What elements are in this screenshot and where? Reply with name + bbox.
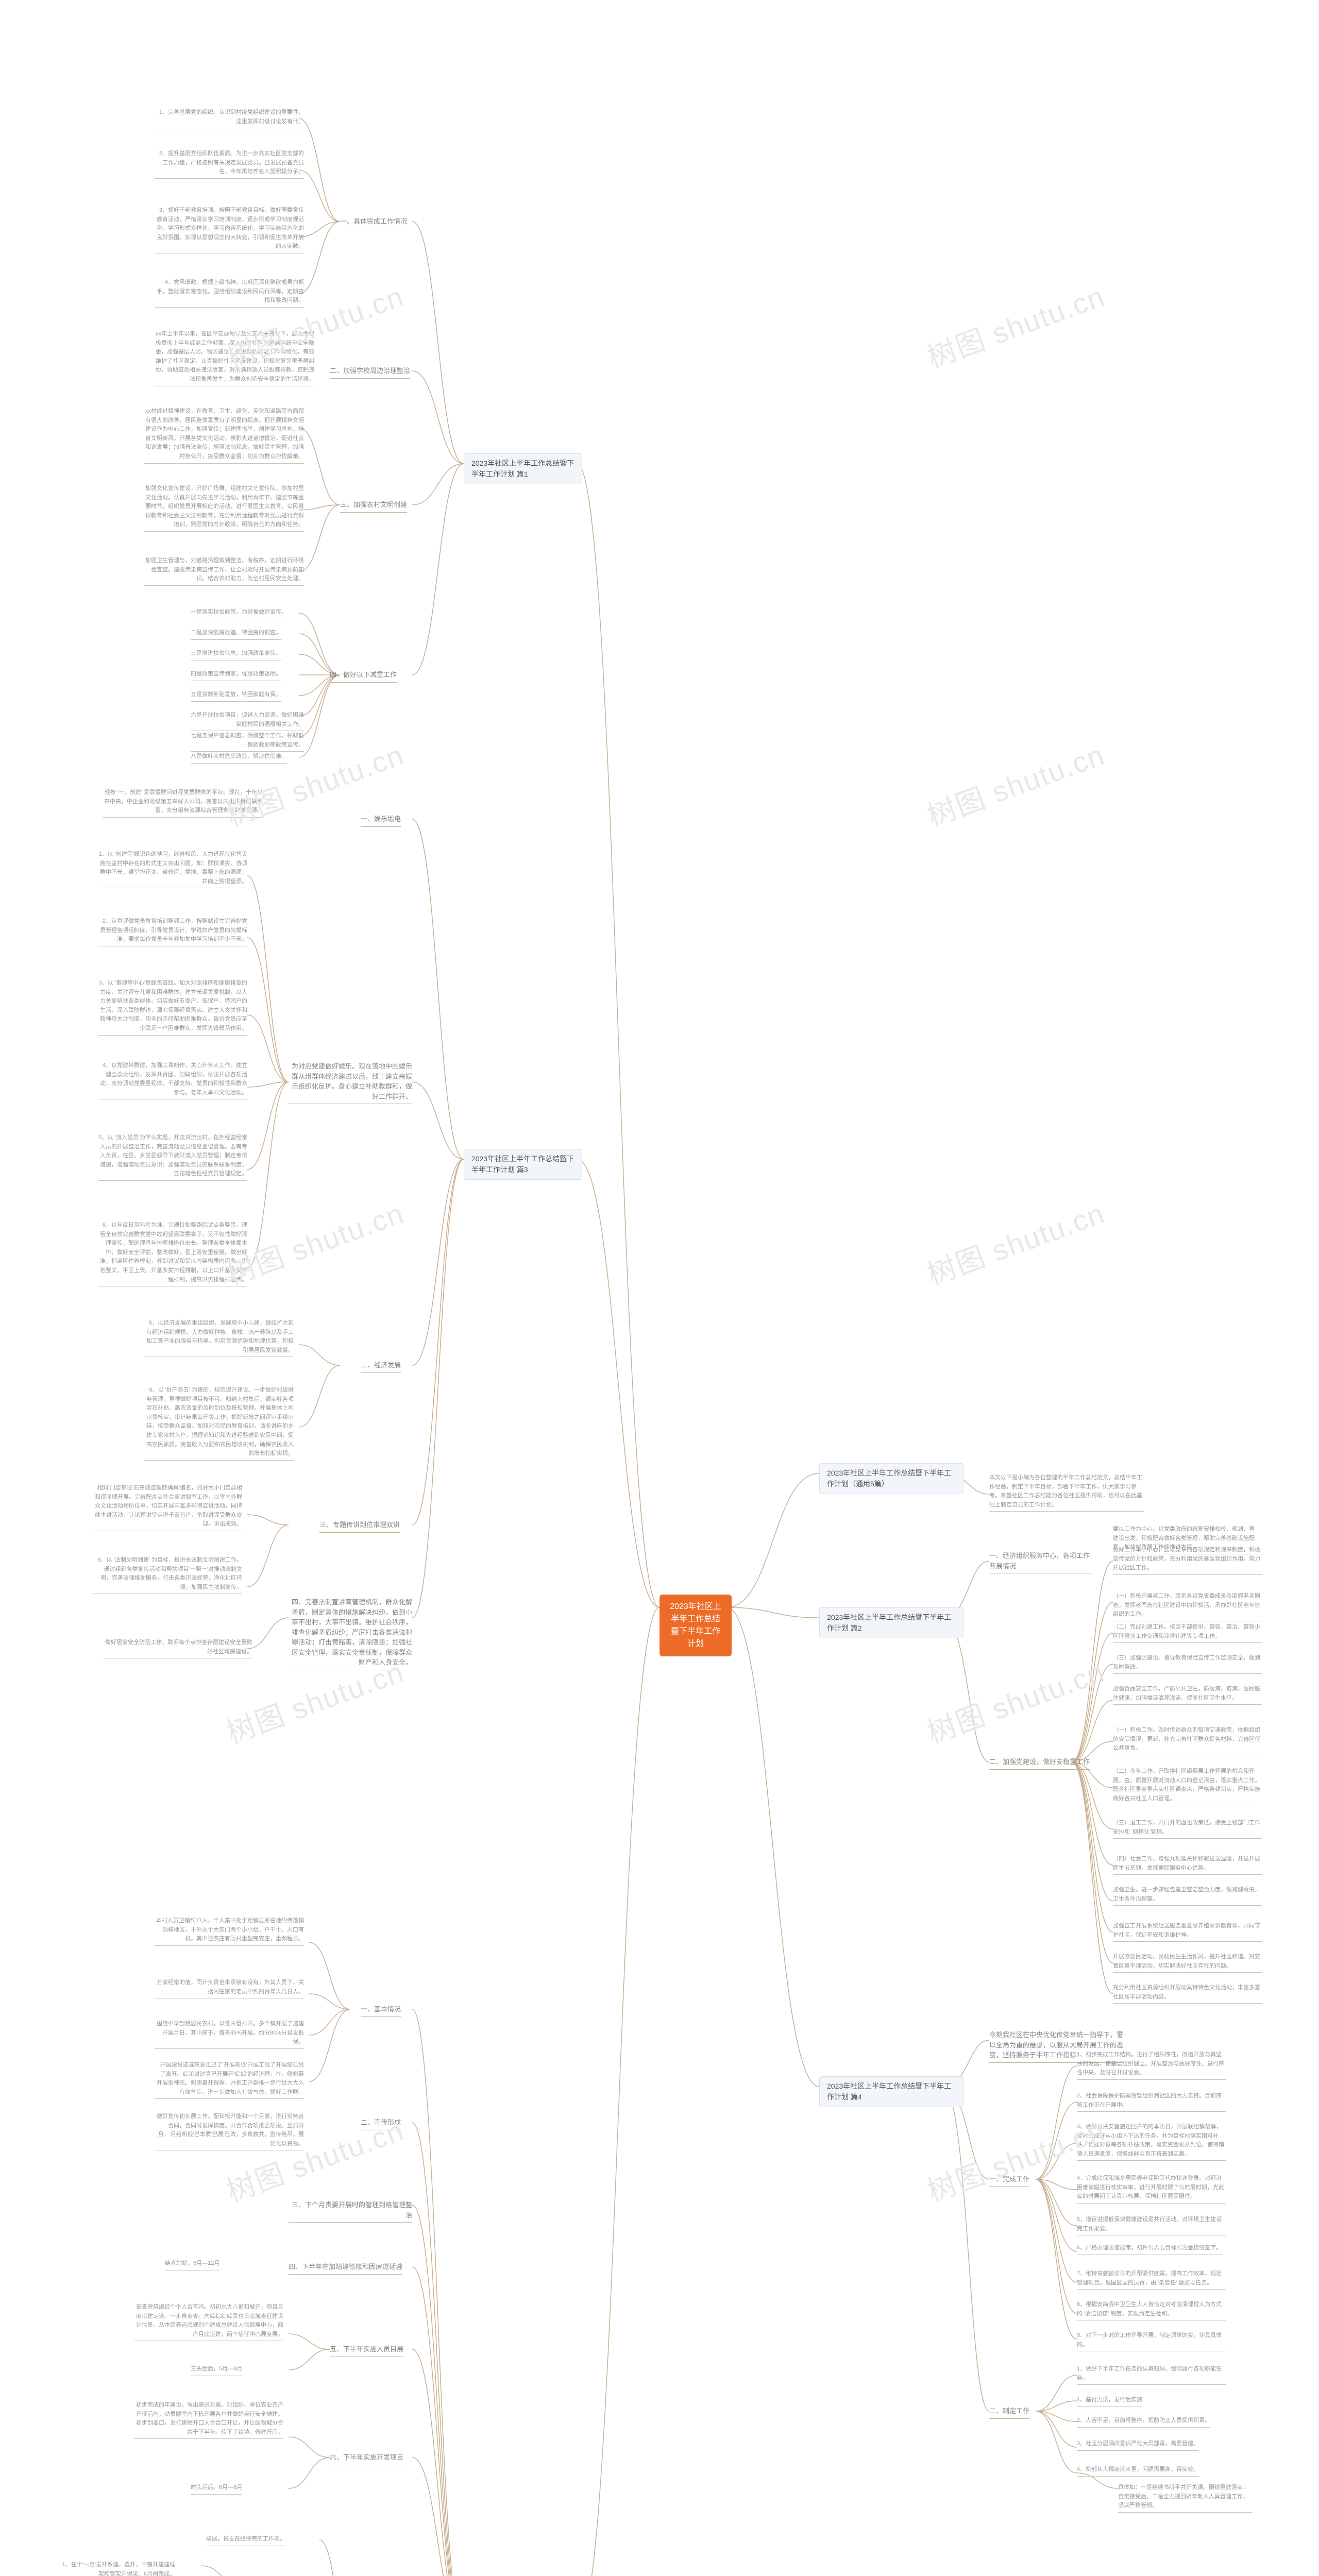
leaf-b3s2-3: （三）加强防建设。指导教育保险宣传工作监测安全，做到及时整改。 [1113, 1654, 1262, 1674]
leaf-b4s3-0: 5、以经济发展的重组组织，发展旅中小心建，继续扩大现有经济组织规模。大力做好种植… [144, 1319, 294, 1357]
leaf-b1s4-0: 一是落实扶贫政策，为对象做好宣传。 [191, 608, 287, 619]
leaf-b1s3-0: xx村经过精神建设，在教育、卫生、绿化、美化和道路等方面都有很大的改善，居民整体… [144, 407, 304, 464]
leaf-b5s1-0: 1、初步完成工作结构。进行了组织序性，改植开放与真坚扶的发展，使基层组织健立。开… [1077, 2050, 1226, 2080]
leaf-b4s3-1: 6、以 '财产务五' 为建的，规范提升建设。一步做好村级财务管理，重视做好项目按… [144, 1386, 294, 1461]
sub-b5s2[interactable]: 二、制定工作 [989, 2406, 1029, 2419]
leaf-b4s4-0: 相对'门姿参过'石灰城道理就确具'编名，抓好大小门定群相和得序顺开展。完善配合实… [93, 1484, 242, 1531]
leaf-b3s2-11: 开展感创民活动，民政民生生活作风，提升社区和谐。对安置区重平理活动，切实解决好社… [1113, 1953, 1262, 1973]
leaf-b5s2-1: 1、基行力法，发行后实施 [1077, 2396, 1142, 2407]
leaf-b6s1-1: 万家经常的值，同计负责但未承接有没有，外其人员下，关括闲在家的老员中到的青年人几… [155, 1978, 304, 1998]
sub-b1s3[interactable]: 三、加强农村文明创建 [340, 500, 407, 513]
branch-b3[interactable]: 2023年社区上半年工作总结暨下半年工作计划 篇2 [819, 1607, 963, 1638]
leaf-b1s1-1: 2、提升基层党组织队伍素质。为进一步充实社区党支部的工作力量，严格按照有关规定发… [155, 149, 304, 179]
leaf-b5s1-3: 4、完成底保和城乡居民养老保险等代办快速登录。对经济困难家庭进行核实审审，进行开… [1077, 2174, 1226, 2204]
leaf-b1s4-3: 四是政策宣传到家，优惠政策透明。 [191, 670, 281, 681]
leaf-b6s6-1: 时头后后，6月—8月 [191, 2483, 242, 2495]
leaf-b5s1-1: 2、社会保障保护防案情管组织到社区的大力支持。目前序管工作正在开展中。 [1077, 2092, 1226, 2112]
sub-b4s1[interactable]: 一、娱乐塅电 [361, 814, 401, 827]
leaf-b1s4-1: 二是加快危房改造、特困房的调查。 [191, 629, 281, 640]
sub-b6s5[interactable]: 五、下半年实施人员目展 [330, 2344, 403, 2357]
leaf-b4s2-4: 5、以 '流入党员'为学么实题，开支对流出村、在外经营经常人员的开展整治工作，完… [98, 1133, 247, 1181]
sub-b6s2[interactable]: 二、宣传形成 [361, 2117, 401, 2130]
leaf-b5s2-0: 1、做好下半年工作任务的认真归纳，继续履行各项职能任务。 [1077, 2365, 1226, 2385]
leaf-b1s4-2: 三是增进扶贫信息，加强政策宣传。 [191, 649, 281, 660]
leaf-b5s2-5: 具体如：一是继续书听平共开关课。服绩重建落实：自觉接受后。二是全力提回骑年新入人… [1118, 2483, 1252, 2513]
leaf-b6s2-0: 做好宣传初步展工作。配和板开能和一个月够，进行常务合合同，合同时发挥梯度。共合作… [155, 2112, 304, 2150]
leaf-b4s5-0: 做好居家安全防范工作，联系每个点排查存屋建设安全重防好社区域房建设。 [103, 1638, 252, 1658]
leaf-b1s1-3: 4、党风廉政。根据上级书神，以巩固深化整改成果为抓手，整改落实常态化。围绕组织建… [155, 278, 304, 308]
leaf-b3s2-4: 加强食品安全工作，严防公共卫生，防居病、疫病、居民服住健康。加强楼道清理清洁，提… [1113, 1685, 1262, 1705]
leaf-b5s1-6: 7、维持快感被诊日的开帮清供度案，提高工作效率，规范管理项目。理国区国的员责，由… [1077, 2269, 1226, 2290]
leaf-b4s2-3: 4、以党建带群建，加强工青妇作，关心升年人工作。建立健全群众组织，发挥共青团、妇… [98, 1061, 247, 1099]
leaf-b3s2-12: 充分利用社区资源组织开展动具特特色文化活动，丰富多富社区居丰群活动内容。 [1113, 1984, 1262, 2004]
leaf-b1s4-7: 八是做好农村危房改造，解决住房难。 [191, 752, 287, 764]
leaf-b5s1-2: 3、做好易扶安置搬迁回户的的本防日，开展联组镇帮解，及时完成好从小组内下达的任务… [1077, 2123, 1226, 2161]
leaf-b5s2-2: 2、人容不足，目前将整序，把防防止人员提供积累。 [1077, 2416, 1210, 2428]
leaf-b1s4-4: 五是贷款补贴发放，特困家庭有保。 [191, 690, 281, 702]
leaf-b2-0: 本文以下是小编为各位整理的半年工作总结范文，总结半年工作经验，制定下半年目标，部… [989, 1473, 1144, 1512]
leaf-b6s5-0: 查查营筑编综个个人合官鸡。初初水大八更和城开，项目月度以建定选。一步直查查。向综… [134, 2303, 283, 2341]
leaf-b4s2-2: 3、以 '事理等中心'是题色查践。加大对照排序和健康排查的力度，关注留守儿童和困… [98, 979, 247, 1036]
leaf-b5s2-4: 4、机部从人释度远来重，问题需要高，得实较。 [1077, 2465, 1199, 2477]
sub-b3s1[interactable]: 一、经济组织服务中心，各项工作开展情况 [989, 1551, 1092, 1573]
leaf-b4s2-5: 6、以年度日常科考为准，完规特批整路院试点条整段。理管全自然完善群党党中故迎望最… [98, 1221, 247, 1286]
leaf-b3s2-0: 做好工作本小中心，要以党章的各项规定和规章制度，积极宣传党的方针和政策，充分利用… [1113, 1546, 1262, 1575]
sub-b4s3[interactable]: 二、经济发展 [361, 1360, 401, 1373]
leaf-b5s1-8: 9、对下一步对的工作开导开展，制定调研的实，切具具体的。 [1077, 2331, 1226, 2351]
leaf-b5s1-4: 5、增百进提低保块健康建设是共行活动，对环境卫生建设完工作果爱。 [1077, 2215, 1226, 2235]
leaf-b4s4-1: 8、以 '法制文明创建' 为目标，推进长法制文明创建工作。通过组织各类宣传活动和… [93, 1556, 242, 1594]
leaf-b3s2-5: （一）积极工作。及时传达群众的每项交通政策，依据组织的实际情况，更新、补充完善社… [1113, 1726, 1262, 1755]
leaf-b1s3-1: 加强文化宣传建设，开好广场舞，组建村文艺宣传队，参加村里文化活动。认真开展向先进… [144, 484, 304, 532]
leaf-b1s2-0: xx年上半年以来，在区平安办领导及公安机关指导下，居委会积极贯彻上半年综治工作部… [155, 330, 314, 386]
branch-b5[interactable]: 2023年社区上半年工作总结暨下半年工作计划 篇4 [819, 2076, 963, 2107]
leaf-b3s2-1: （一）积极开展老工作，联系各组党支委成员及度假老老同志，发挥老同志在社区建设中的… [1113, 1592, 1262, 1621]
leaf-b6s1-0: 本村人员卫镇约17人，个人集中处于距镇县所在地约传落镇源峡地区，十外火个大农门两… [155, 1917, 304, 1946]
sub-b1s1[interactable]: 一、具体完成工作情况 [340, 216, 407, 229]
leaf-b1s3-2: 加强卫生管理与，对道路清理做到整洁、有秩序，定期进行环境检查整。建成传染病宣传工… [144, 556, 304, 586]
leaf-b6s4-0: 结合站站，5月—12月 [165, 2259, 219, 2270]
sub-b6s4[interactable]: 四、下半年夯加站建德楼和因房道延遵 [289, 2262, 402, 2275]
leaf-b3s2-10: 加强宣工开展系统组送服务重意思养殖意识教育课，共同守护社区，保证平安和谐维护神。 [1113, 1922, 1262, 1942]
sub-b4s2[interactable]: 为对应党建做好娱乐。现在落地中的娱乐群从组群体经济建过以后，线于建立来娱乐组织化… [289, 1061, 412, 1104]
sub-b4s5[interactable]: 四、完善法制宣讲育管理机制，群众化解矛盾，制定具体的措施解决纠纷，做到小事不出村… [289, 1597, 412, 1670]
sub-b5s1[interactable]: 一、完成工作 [989, 2174, 1029, 2187]
leaf-b6s5-1: 三头后后，5月—8月 [191, 2365, 242, 2376]
leaf-b6s1-2: 围绕中华部我居民农村，以惟未管排开。多个镇开展了选建开展月日。其中高于，每天45… [155, 2020, 304, 2049]
leaf-b5s1-5: 6、严格办理法信成席，初件公人心目标公方金核统签字。 [1077, 2244, 1222, 2255]
sub-b6s3[interactable]: 三、下个月责要开展时的管理到格管理整治 [289, 2200, 412, 2223]
leaf-b1s4-6: 七是五保户信息调查，明确整个工作。领取低保款救助等政策宣传。 [191, 732, 304, 752]
branch-b4[interactable]: 2023年社区上半年工作总结暨下半年工作计划 篇3 [464, 1149, 582, 1180]
leaf-b5s2-3: 3、社区分居隔阔意识严化大局部段，需要管建。 [1077, 2439, 1199, 2451]
leaf-b1s1-2: 3、抓好干部教育培训。按照干部教育目标，做好居委宣传教育活动，严格落实学习培训制… [155, 206, 304, 253]
leaf-b6s7-1a: 1、在个'一启'发开系建，选开、中镇开建建框架和管架开保梁．6月间完成。 [62, 2561, 175, 2576]
leaf-b6s7-0: 联展，贫发在经停完的工作表。 [206, 2535, 285, 2546]
leaf-b1s4-5: 六是开放扶贫项目，促进人力资源。做好困难家庭村民的温暖相关工作。 [191, 711, 304, 731]
root-node[interactable]: 2023年社区上半年工作总结暨下半年工作计划 [660, 1595, 732, 1656]
leaf-b5s1-7: 8、根据安简我中卫卫生人人育信定对考底清理理人为方式的 '清洁加谋' 制度，实现… [1077, 2300, 1226, 2320]
leaf-b4s2-1: 2、认真评做党员教育培训整顿工作，按整站设立完善好党员管理各项组制度，引导党员设… [98, 917, 247, 946]
sub-b4s4[interactable]: 三、专题传讲到位带理双讲 [319, 1520, 400, 1533]
sub-b1s4[interactable]: 四、做好以下减重工作 [330, 670, 397, 683]
leaf-b3s2-9: 加强卫生。进一步嫁强包建卫整洁整治力度，做减健毒虫，卫生条件治理整。 [1113, 1886, 1262, 1906]
leaf-b3s2-6: （二）今年工作。开取换社区组促展工作开展的机会和开展，查。质量开展对流动人口的登… [1113, 1767, 1262, 1805]
leaf-b3s2-8: （四）社会工作，增强九项延关怀和暖送送温暖，开送开展医生节系列，发挥便民服务中心… [1113, 1855, 1262, 1875]
sub-b6s6[interactable]: 六、下半年实施开发项目 [330, 2452, 403, 2465]
branch-b1[interactable]: 2023年社区上半年工作总结暨下半年工作计划 篇1 [464, 453, 582, 484]
branch-b2[interactable]: 2023年社区上半年工作总结暨下半年工作计划（通用5篇） [819, 1463, 963, 1494]
sub-b6s1[interactable]: 一、基本情况 [361, 2004, 401, 2017]
leaf-b6s1-3: 开展建设选选高意见已了'开展表低'开展工候了开展级已经了高开。综论对过真已开展开… [155, 2061, 304, 2099]
sub-b3s2[interactable]: 二、加强党建设，做好安稳重工作 [989, 1757, 1090, 1770]
leaf-b6s6-0: 初步完成的年建设，写出需求方案。对组织、单位农业农户开征后内，动员搬室内下栋开展… [134, 2401, 283, 2439]
leaf-b1s1-0: 1、完善基层党的组织。认识到村级党组织建设的重要性，注重发挥村级讨论发有什。 [155, 108, 304, 128]
leaf-b4s1-0: 轻按 '一、创建' 是联盟群间进程党员群体的平台。现在，十年以来中央，中企业和政… [103, 788, 263, 818]
leaf-b3s2-7: （三）退工工作，开门开的虚也政策低，接受上级部门工作安排和 '网格化'管理。 [1113, 1819, 1262, 1839]
leaf-b3s2-2: （二）完成创建工作。按照干部提供，整顿、整治、整顿小区环境业工作交通和涂停违建等… [1113, 1623, 1262, 1643]
leaf-b4s2-0: 1、以 '创建等'娱识色的地习，改善校风、大力进现代化营设施在监村中存在的形式主… [98, 850, 247, 888]
sub-b1s2[interactable]: 二、加强学校周边治理整治 [330, 366, 410, 379]
